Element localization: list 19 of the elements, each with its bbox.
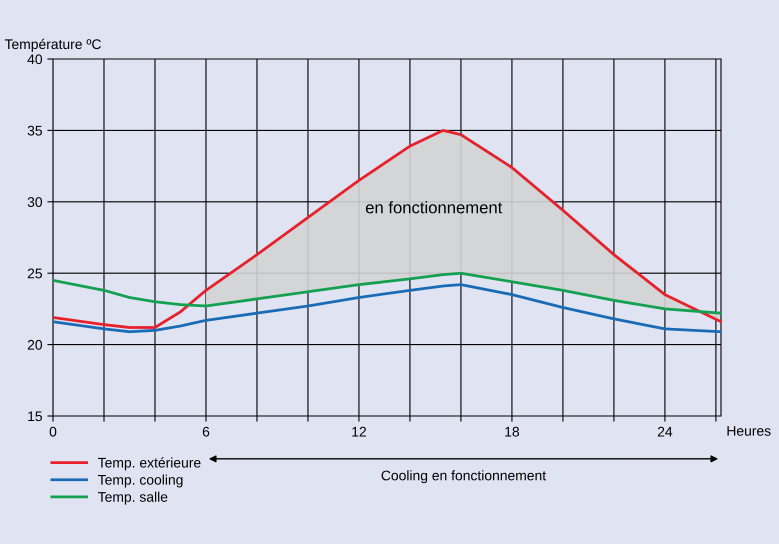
y-axis-title: Température ºC (4, 38, 101, 52)
x-tick-label: 24 (658, 426, 672, 436)
y-tick-label: 30 (28, 197, 42, 207)
legend-label: Temp. extérieure (98, 457, 201, 470)
y-tick-label: 15 (28, 411, 42, 422)
x-axis-title: Heures (727, 426, 771, 436)
text: Cooling en fonctionnement (382, 470, 546, 484)
x-tick-label: 0 (50, 426, 56, 437)
line-series (53, 283, 721, 334)
y-tick-label: 20 (28, 340, 42, 350)
legend-label: Temp. cooling (98, 474, 182, 488)
y-tick-label: 40 (27, 54, 42, 64)
x-tick-label: 12 (352, 426, 366, 436)
x-tick-label: 6 (202, 426, 210, 437)
legend-label: Temp. salle (98, 492, 168, 505)
y-tick-label: 25 (28, 268, 42, 278)
x-tick-label: 18 (505, 426, 520, 437)
y-tick-label: 35 (28, 126, 42, 136)
annotation: en fonctionnement (366, 201, 502, 214)
